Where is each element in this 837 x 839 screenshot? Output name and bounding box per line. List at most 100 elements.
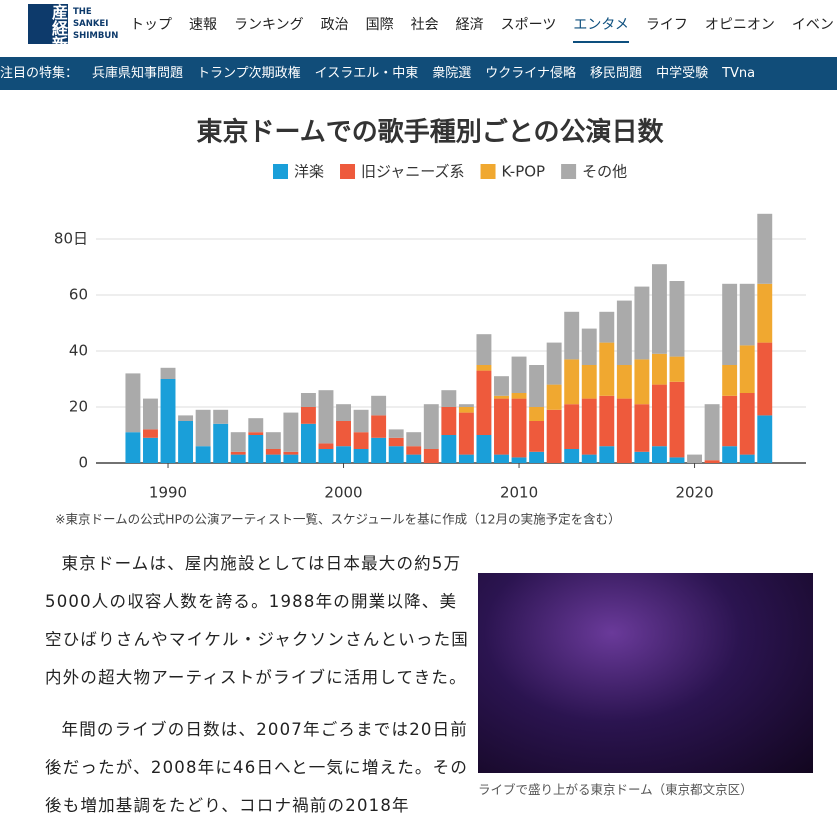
bar-segment xyxy=(300,393,316,407)
trending-bar: 注目の特集： 兵庫県知事問題 トランプ次期政権 イスラエル・中東 衆院選 ウクライナ侵略移… xyxy=(0,57,837,90)
nav-item[interactable]: オピニオン xyxy=(704,17,775,33)
bar-segment xyxy=(511,398,527,458)
bar-segment xyxy=(458,407,474,413)
bar-segment xyxy=(669,457,685,463)
article: 東京ドームは、屋内施設としては日本最大の約5万5000人の収容人数を誇る。198… xyxy=(45,545,470,839)
bar-segment xyxy=(336,421,351,447)
bar-segment xyxy=(336,446,351,463)
bar-segment xyxy=(125,432,141,463)
bar-segment xyxy=(529,451,545,463)
bar-segment xyxy=(739,454,755,463)
bar-segment xyxy=(511,356,527,393)
bar-segment xyxy=(476,370,492,435)
bar-segment xyxy=(722,395,738,447)
bar-segment xyxy=(529,365,545,407)
bar-segment xyxy=(757,415,773,463)
legend-label: K-POP xyxy=(502,163,546,181)
trending-item[interactable]: トランプ次期政権 xyxy=(197,66,301,81)
nav-item[interactable]: 国際 xyxy=(365,17,394,33)
bar-segment xyxy=(651,446,667,463)
bar-segment xyxy=(599,342,615,396)
bar-segment xyxy=(178,415,194,421)
bar-segment xyxy=(739,345,755,393)
trending-item[interactable]: 衆院選 xyxy=(432,66,472,81)
bar-segment xyxy=(230,454,246,463)
bar-segment xyxy=(651,264,667,354)
nav-item[interactable]: トップ xyxy=(130,17,172,33)
bar-segment xyxy=(669,281,685,357)
bar-segment xyxy=(283,454,299,463)
bar-segment xyxy=(529,421,545,452)
bar-segment xyxy=(564,404,580,449)
bar-segment xyxy=(616,300,632,365)
bar-segment xyxy=(511,393,527,399)
bar-segment xyxy=(230,451,246,455)
bar-segment xyxy=(616,398,632,463)
nav-item[interactable]: イベント xyxy=(791,17,837,33)
trending-item[interactable]: 兵庫県知事問題 xyxy=(92,66,184,81)
y-tick-label: 80日 xyxy=(54,230,88,248)
trending-item[interactable]: TVna xyxy=(722,66,756,81)
page: 産経新聞 THE SANKEI SHIMBUN トップ 速報 ランキング 政治 国際 社会 経済… xyxy=(0,0,837,815)
bar-segment xyxy=(564,449,580,463)
bar-segment xyxy=(248,432,264,435)
bar-segment xyxy=(581,454,597,463)
y-tick-label: 0 xyxy=(78,454,88,472)
trending-item[interactable]: ウクライナ侵略 xyxy=(485,66,577,81)
bar-segment xyxy=(722,283,738,365)
legend-swatch xyxy=(340,164,356,179)
trending-item[interactable]: 移民問題 xyxy=(590,66,643,81)
bar-segment xyxy=(757,283,773,343)
bar-segment xyxy=(581,398,597,455)
x-tick-label: 2010 xyxy=(500,484,538,502)
bar-segment xyxy=(160,367,176,379)
bar-segment xyxy=(125,373,141,433)
bar-segment xyxy=(564,311,580,360)
nav-item[interactable]: ライフ xyxy=(645,17,688,33)
bar-segment xyxy=(441,435,457,463)
bar-segment xyxy=(353,432,369,449)
bar-segment xyxy=(634,451,650,463)
nav-item[interactable]: ランキング xyxy=(234,17,304,33)
bar-segment xyxy=(704,460,720,463)
logo[interactable]: 産経新聞 xyxy=(28,4,68,50)
bar-segment xyxy=(406,446,422,455)
bar-segment xyxy=(353,409,369,433)
x-tick-label: 2020 xyxy=(675,484,713,502)
bar-segment xyxy=(143,437,158,463)
bar-segment xyxy=(651,384,667,447)
bar-segment xyxy=(300,407,316,424)
bar-segment xyxy=(757,342,773,416)
nav-item[interactable]: 社会 xyxy=(410,17,439,33)
bar-segment xyxy=(441,407,457,435)
nav-item[interactable]: エンタメ xyxy=(573,17,629,43)
trending-item[interactable]: 中学受験 xyxy=(656,66,709,81)
bar-segment xyxy=(458,404,474,407)
logo-line: THE xyxy=(73,7,92,17)
header: 産経新聞 THE SANKEI SHIMBUN トップ 速報 ランキング 政治 国際 社会 経済… xyxy=(0,0,837,50)
bar-segment xyxy=(458,412,474,455)
bar-segment xyxy=(687,454,703,463)
bar-segment xyxy=(336,404,351,421)
bar-segment xyxy=(634,359,650,405)
bar-segment xyxy=(739,283,755,346)
nav-item[interactable]: 速報 xyxy=(189,17,217,33)
paragraph: 年間のライブの日数は、2007年ごろまでは20日前後だったが、2008年に46日… xyxy=(45,720,469,815)
nav-item[interactable]: スポーツ xyxy=(500,17,557,33)
x-tick-label: 2000 xyxy=(324,484,362,502)
bar-segment xyxy=(213,423,229,463)
paragraph: 東京ドームは、屋内施設としては日本最大の約5万5000人の収容人数を誇る。198… xyxy=(45,554,469,687)
bar-segment xyxy=(371,395,387,416)
nav-item[interactable]: 政治 xyxy=(320,17,349,33)
legend-swatch xyxy=(273,164,288,179)
bar-segment xyxy=(283,412,299,452)
bar-segment xyxy=(669,381,685,458)
legend-swatch xyxy=(561,164,577,179)
trending-label: 注目の特集： xyxy=(0,66,79,81)
legend-label: 旧ジャニーズ系 xyxy=(361,163,465,181)
chart: 東京ドームでの歌手種別ごとの公演日数 0 20 40 60 80日 1990 2000 201… xyxy=(54,117,806,527)
nav-item[interactable]: 経済 xyxy=(455,17,484,33)
trending-item[interactable]: イスラエル・中東 xyxy=(314,66,419,81)
bar-segment xyxy=(546,384,562,410)
bar-segment xyxy=(143,429,158,438)
